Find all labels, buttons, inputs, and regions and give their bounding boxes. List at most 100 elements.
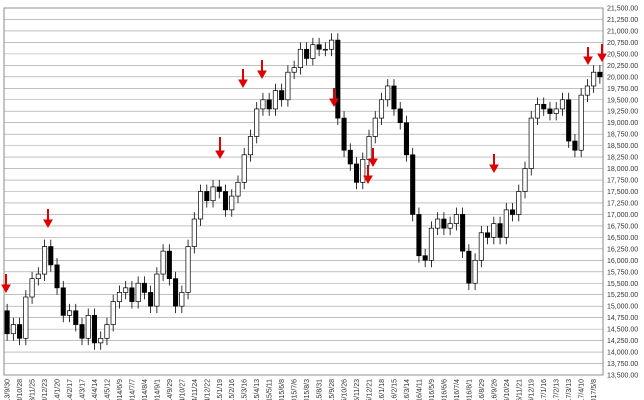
candle-body	[335, 39, 341, 119]
candle-body	[116, 292, 122, 302]
candle-body	[222, 191, 229, 211]
x-tick-label: 2017/5/8	[591, 379, 598, 400]
x-tick-label: 2016/7/4	[454, 379, 461, 400]
arrow	[43, 209, 53, 229]
arrows	[1, 44, 607, 294]
x-tick-label: 2015/3/16	[242, 379, 249, 400]
candle-body	[154, 273, 160, 307]
candle-body	[522, 168, 528, 192]
y-tick-label: 13,500.00	[607, 373, 638, 380]
candle-body	[48, 246, 54, 266]
y-tick-label: 14,250.00	[607, 338, 638, 345]
arrow	[583, 47, 593, 66]
y-tick-label: 18,500.00	[607, 143, 638, 150]
arrow	[215, 137, 225, 160]
x-tick-label: 2016/12/19	[529, 379, 536, 400]
candle-body	[173, 278, 179, 307]
candle-body	[29, 278, 35, 298]
candle-body	[509, 209, 516, 215]
x-tick-label: 2014/9/29	[167, 379, 174, 400]
x-tick-label: 2013/10/28	[17, 379, 24, 400]
candle-body	[591, 71, 597, 87]
candle-body	[204, 191, 210, 202]
y-tick-label: 18,250.00	[607, 155, 638, 162]
x-tick-label: 2016/2/15	[391, 379, 398, 400]
x-tick-label: 2015/1/19	[217, 379, 224, 400]
candle-body	[35, 273, 41, 280]
y-tick-label: 19,250.00	[607, 109, 638, 116]
candle-body	[148, 292, 154, 307]
candle-body	[391, 85, 397, 110]
y-tick-label: 21,250.00	[607, 17, 638, 24]
candle-body	[597, 71, 603, 78]
candle-body	[435, 218, 441, 229]
x-tick-label: 2015/2/16	[229, 379, 236, 400]
candle-body	[528, 117, 534, 169]
x-tick-label: 2014/1/20	[55, 379, 62, 400]
candle-body	[397, 108, 403, 124]
candle-body	[347, 149, 353, 165]
x-tick-label: 2016/11/21	[516, 379, 523, 400]
x-tick-label: 2017/4/10	[579, 379, 586, 400]
x-tick-label: 2016/5/9	[429, 379, 436, 400]
candle-body	[491, 223, 497, 238]
x-tick-label: 2016/1/18	[379, 379, 386, 400]
y-tick-label: 15,500.00	[607, 281, 638, 288]
candle-body	[291, 67, 297, 73]
candle-body	[210, 186, 216, 202]
x-tick-label: 2014/4/14	[92, 379, 99, 400]
x-tick-label: 2014/10/27	[179, 379, 186, 400]
candle-body	[229, 195, 235, 211]
candle-body	[179, 292, 185, 307]
candle-body	[497, 223, 503, 238]
candle-body	[547, 108, 553, 114]
arrow	[368, 148, 378, 168]
candle-body	[566, 99, 572, 142]
candle-body	[478, 232, 484, 261]
candle-body	[385, 85, 391, 101]
candle-body	[254, 108, 260, 137]
candle-body	[416, 214, 422, 257]
candle-body	[272, 90, 278, 110]
candle-body	[216, 186, 222, 192]
candle-body	[360, 159, 366, 183]
candle-body	[285, 71, 291, 101]
candle-body	[73, 310, 79, 325]
candle-body	[453, 214, 459, 224]
candle-body	[578, 94, 584, 151]
y-tick-label: 19,500.00	[607, 97, 638, 104]
candle-body	[584, 85, 590, 96]
candle-body	[42, 246, 48, 275]
candle-body	[341, 117, 347, 151]
y-tick-label: 15,250.00	[607, 292, 638, 299]
candle-body	[23, 296, 29, 339]
x-tick-label: 2015/11/23	[354, 379, 361, 400]
candle-body	[104, 324, 110, 339]
x-tick-label: 2014/8/4	[142, 379, 149, 400]
candle-body	[141, 282, 147, 293]
x-tick-label: 2015/5/11	[267, 379, 274, 400]
candle-body	[235, 181, 241, 197]
y-tick-label: 14,750.00	[607, 315, 638, 322]
candle-body	[441, 218, 447, 229]
arrow	[597, 44, 607, 63]
x-tick-label: 2016/3/14	[404, 379, 411, 400]
y-tick-label: 13,750.00	[607, 361, 638, 368]
x-tick-label: 2014/6/9	[117, 379, 124, 400]
arrow	[1, 274, 11, 294]
candle-body	[66, 310, 73, 316]
candle-body	[123, 287, 129, 293]
arrow	[238, 69, 248, 89]
candle-body	[79, 324, 85, 339]
candle-body	[54, 264, 60, 289]
y-tick-label: 21,500.00	[607, 6, 638, 13]
candle-body	[503, 209, 509, 238]
candle-body	[60, 287, 66, 316]
y-tick-label: 20,250.00	[607, 63, 638, 70]
y-tick-label: 19,750.00	[607, 86, 638, 93]
arrow	[489, 154, 499, 174]
candle-body	[428, 227, 434, 261]
candle-body	[185, 246, 191, 293]
y-tick-label: 18,750.00	[607, 132, 638, 139]
arrow	[257, 60, 267, 80]
